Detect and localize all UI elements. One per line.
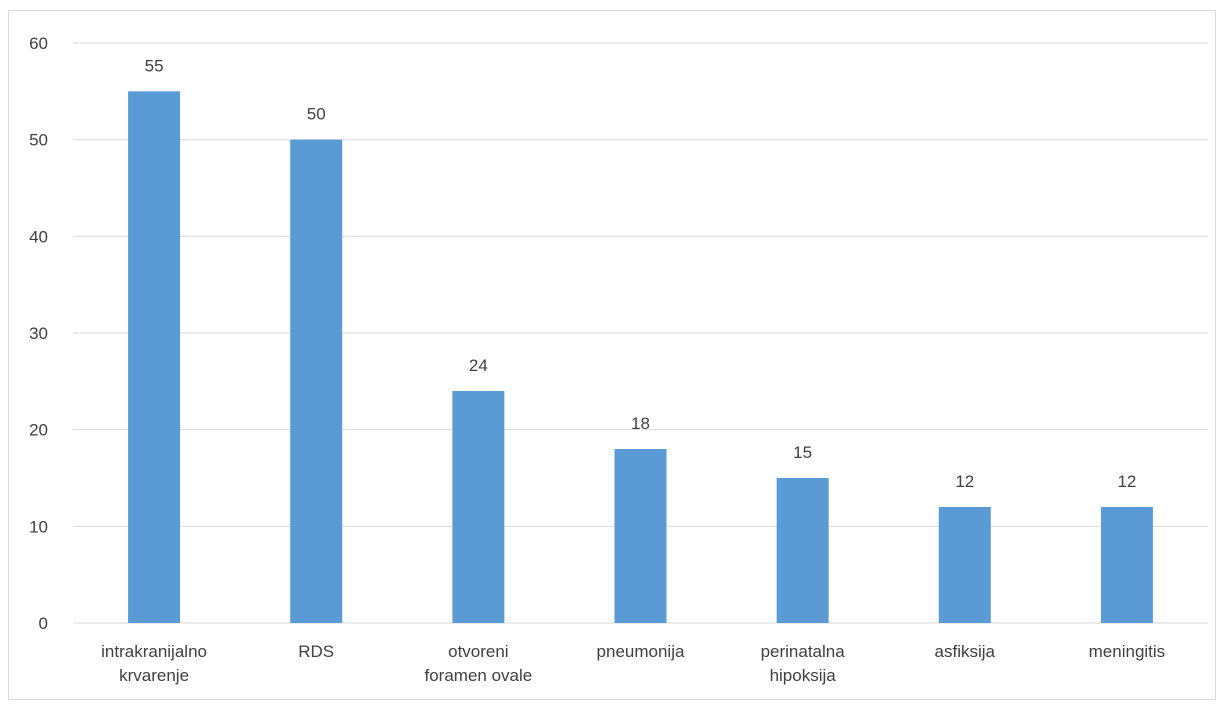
category-label-line: foramen ovale xyxy=(424,666,532,685)
category-label-line: meningitis xyxy=(1089,642,1166,661)
data-label: 24 xyxy=(469,356,488,375)
bar xyxy=(1100,507,1153,623)
y-tick-label: 40 xyxy=(29,227,48,246)
category-label-line: pneumonija xyxy=(597,642,685,661)
category-label-line: asfiksija xyxy=(935,642,996,661)
bar xyxy=(776,478,829,623)
data-label: 55 xyxy=(145,56,164,75)
bar xyxy=(290,139,343,623)
data-label: 18 xyxy=(631,414,650,433)
x-axis-categories: intrakranijalno krvarenje RDS otvoreni foram… xyxy=(101,642,1165,685)
bar xyxy=(614,449,667,623)
data-labels: 55 50 24 18 15 12 12 xyxy=(145,56,1137,491)
category-label-line: hipoksija xyxy=(770,666,837,685)
y-tick-label: 60 xyxy=(29,34,48,53)
category-label: asfiksija xyxy=(935,642,996,661)
data-label: 15 xyxy=(793,443,812,462)
category-label: otvoreni foramen ovale xyxy=(424,642,532,685)
y-tick-label: 30 xyxy=(29,324,48,343)
category-label-line: otvoreni xyxy=(448,642,508,661)
y-tick-label: 20 xyxy=(29,421,48,440)
category-label: meningitis xyxy=(1089,642,1166,661)
category-label: perinatalna hipoksija xyxy=(761,642,846,685)
category-label-line: RDS xyxy=(298,642,334,661)
bar xyxy=(452,391,505,623)
gridlines xyxy=(73,42,1208,624)
chart-frame xyxy=(8,10,1216,700)
data-label: 12 xyxy=(955,472,974,491)
data-label: 50 xyxy=(307,105,326,124)
y-tick-label: 0 xyxy=(39,614,48,633)
bar xyxy=(938,507,991,623)
bar xyxy=(128,91,181,624)
category-label-line: intrakranijalno xyxy=(101,642,207,661)
y-axis-ticks: 0 10 20 30 40 50 60 xyxy=(29,34,48,633)
bars xyxy=(128,91,1153,624)
y-tick-label: 10 xyxy=(29,517,48,536)
category-label: RDS xyxy=(298,642,334,661)
category-label: intrakranijalno krvarenje xyxy=(101,642,207,685)
category-label: pneumonija xyxy=(597,642,685,661)
data-label: 12 xyxy=(1117,472,1136,491)
category-label-line: krvarenje xyxy=(119,666,189,685)
category-label-line: perinatalna xyxy=(761,642,846,661)
y-tick-label: 50 xyxy=(29,131,48,150)
